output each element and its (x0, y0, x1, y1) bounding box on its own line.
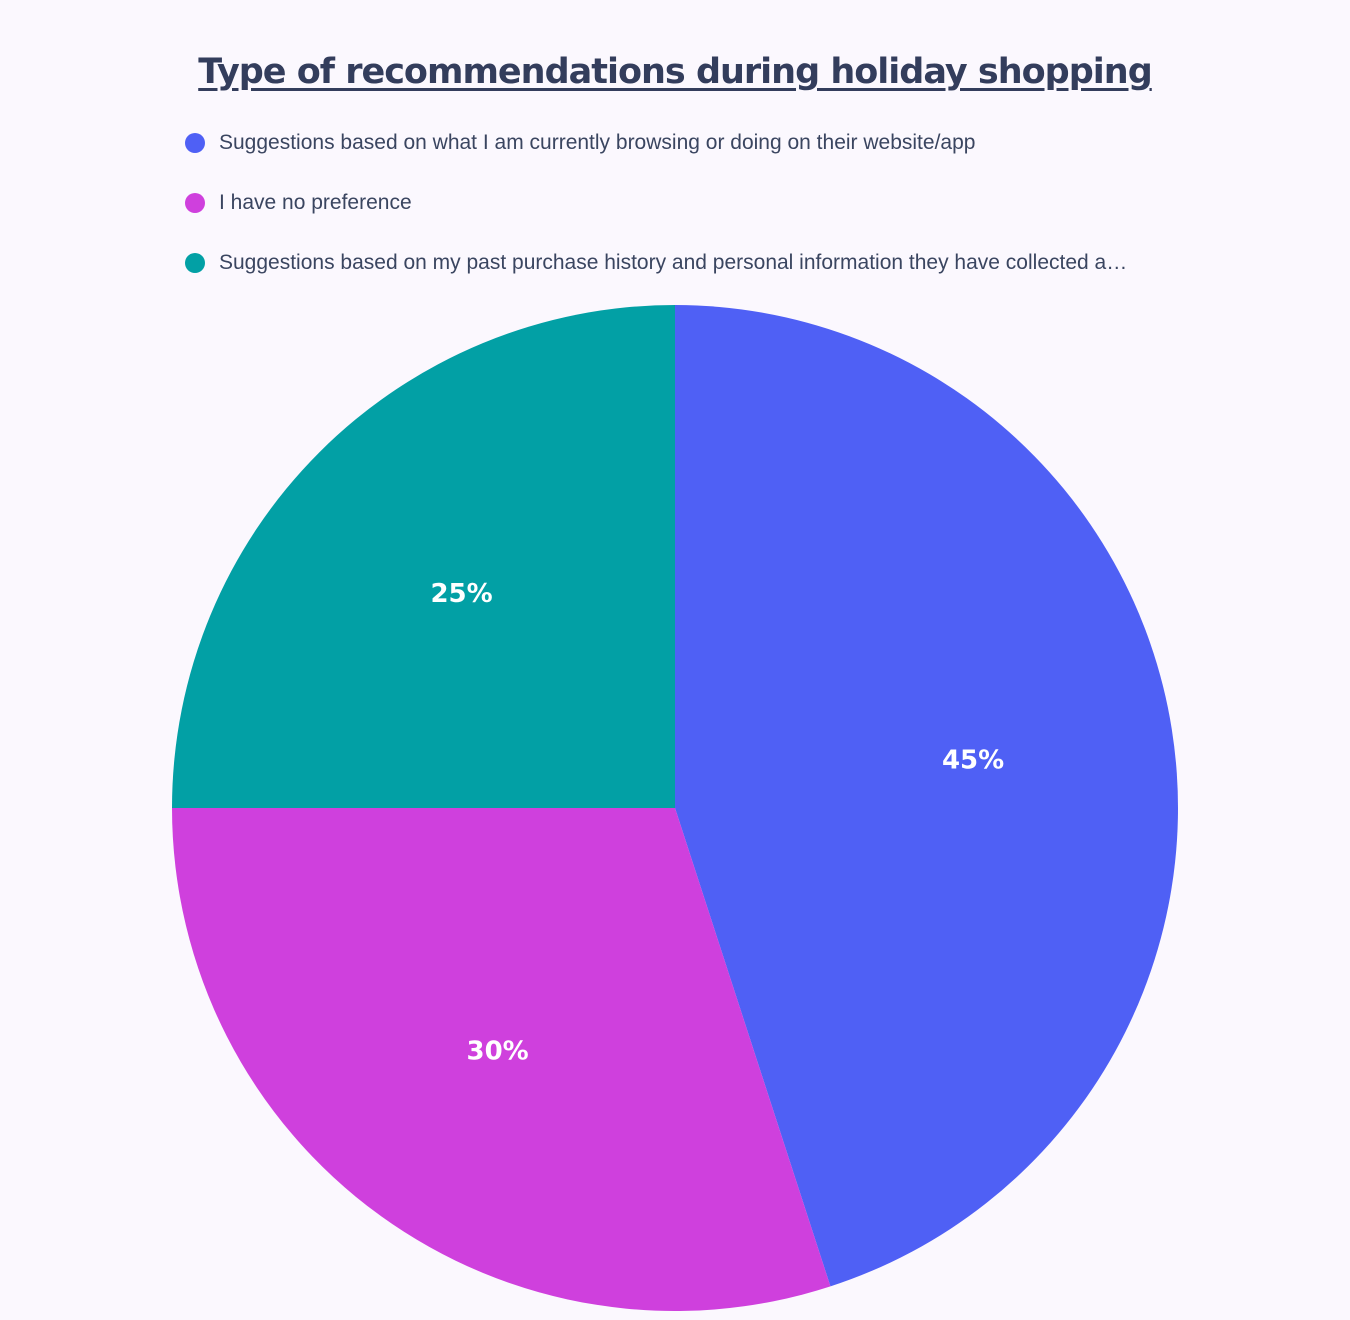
chart-title: Type of recommendations during holiday s… (198, 52, 1153, 92)
legend-item-browsing[interactable]: Suggestions based on what I am currently… (185, 128, 1185, 158)
legend-item-purchase-history[interactable]: Suggestions based on my past purchase hi… (185, 248, 1185, 278)
legend-swatch-no-preference (185, 193, 205, 213)
legend-item-no-preference[interactable]: I have no preference (185, 188, 1185, 218)
slice-label-browsing: 45% (942, 745, 1004, 775)
slice-label-no-preference: 30% (466, 1037, 528, 1067)
legend-swatch-browsing (185, 133, 205, 153)
pie-slice-browsing[interactable] (675, 305, 1178, 1287)
legend-swatch-purchase-history (185, 253, 205, 273)
legend: Suggestions based on what I am currently… (185, 128, 1185, 308)
pie-slice-purchase-history[interactable] (172, 305, 675, 808)
pie-slice-no-preference[interactable] (172, 808, 831, 1311)
slice-label-purchase-history: 25% (430, 579, 492, 609)
